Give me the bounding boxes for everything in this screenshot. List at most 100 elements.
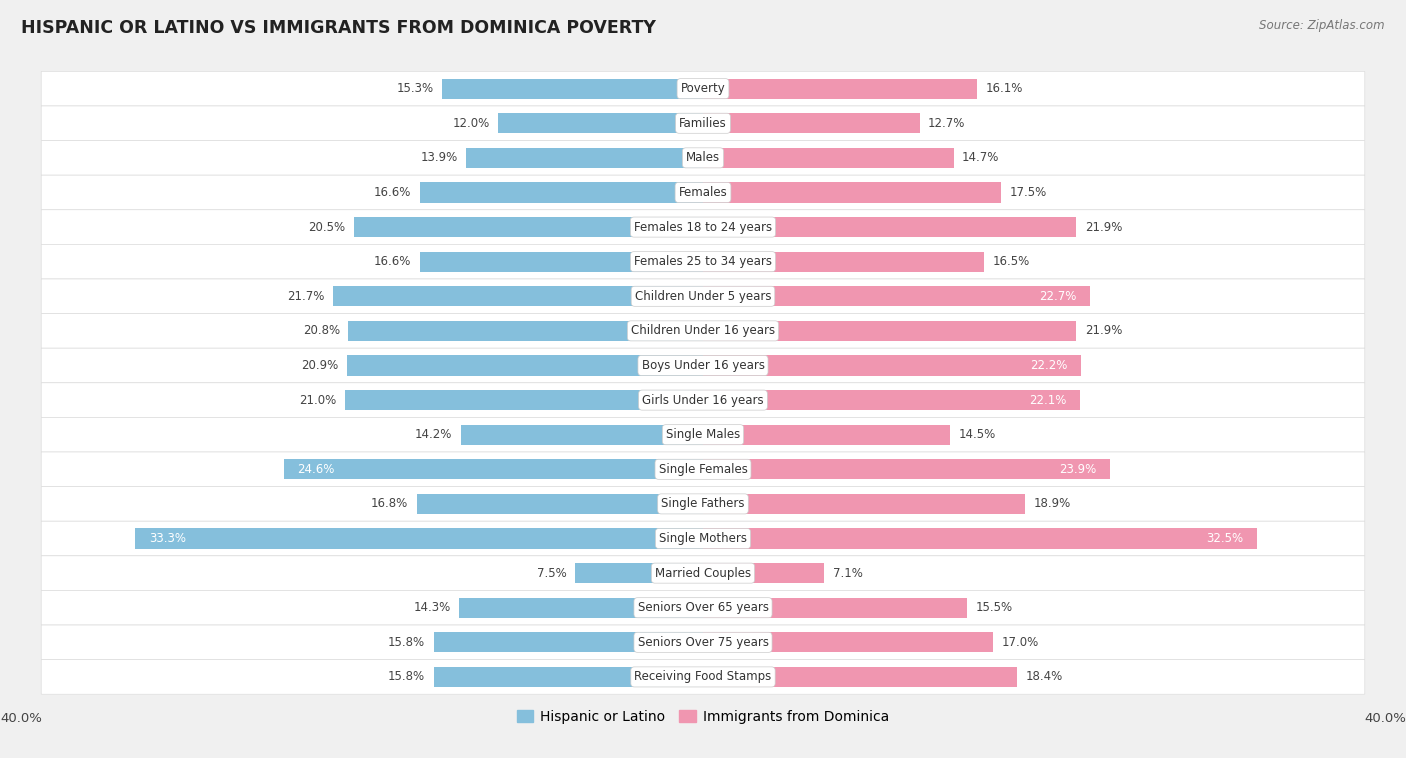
Bar bbox=[703, 459, 1111, 479]
Text: 20.8%: 20.8% bbox=[302, 324, 340, 337]
FancyBboxPatch shape bbox=[41, 210, 1365, 244]
Bar bbox=[333, 287, 703, 306]
Text: 16.5%: 16.5% bbox=[993, 255, 1031, 268]
Text: 14.2%: 14.2% bbox=[415, 428, 453, 441]
Text: 20.5%: 20.5% bbox=[308, 221, 344, 233]
FancyBboxPatch shape bbox=[41, 140, 1365, 175]
FancyBboxPatch shape bbox=[41, 452, 1365, 487]
Text: Source: ZipAtlas.com: Source: ZipAtlas.com bbox=[1260, 19, 1385, 32]
Bar bbox=[703, 321, 1077, 341]
Text: 16.8%: 16.8% bbox=[371, 497, 408, 510]
Text: 12.0%: 12.0% bbox=[453, 117, 489, 130]
Text: 16.6%: 16.6% bbox=[374, 255, 412, 268]
Bar bbox=[703, 148, 953, 168]
FancyBboxPatch shape bbox=[41, 348, 1365, 383]
Text: 15.5%: 15.5% bbox=[976, 601, 1012, 614]
FancyBboxPatch shape bbox=[41, 175, 1365, 210]
Text: Single Mothers: Single Mothers bbox=[659, 532, 747, 545]
Text: Seniors Over 65 years: Seniors Over 65 years bbox=[637, 601, 769, 614]
FancyBboxPatch shape bbox=[41, 314, 1365, 348]
FancyBboxPatch shape bbox=[41, 279, 1365, 314]
Bar bbox=[703, 79, 977, 99]
Text: Females 25 to 34 years: Females 25 to 34 years bbox=[634, 255, 772, 268]
Text: Males: Males bbox=[686, 152, 720, 164]
Bar bbox=[703, 494, 1025, 514]
Text: 7.1%: 7.1% bbox=[832, 567, 862, 580]
Bar bbox=[703, 287, 1090, 306]
FancyBboxPatch shape bbox=[41, 625, 1365, 659]
Bar bbox=[420, 252, 703, 271]
FancyBboxPatch shape bbox=[41, 659, 1365, 694]
FancyBboxPatch shape bbox=[41, 244, 1365, 279]
Text: 20.9%: 20.9% bbox=[301, 359, 339, 372]
Text: 17.0%: 17.0% bbox=[1001, 636, 1039, 649]
Bar bbox=[420, 183, 703, 202]
FancyBboxPatch shape bbox=[41, 487, 1365, 522]
Text: Single Males: Single Males bbox=[666, 428, 740, 441]
Text: Poverty: Poverty bbox=[681, 82, 725, 96]
Text: 21.0%: 21.0% bbox=[299, 393, 336, 406]
Bar bbox=[433, 632, 703, 653]
Text: Boys Under 16 years: Boys Under 16 years bbox=[641, 359, 765, 372]
FancyBboxPatch shape bbox=[41, 556, 1365, 590]
Text: 22.2%: 22.2% bbox=[1031, 359, 1067, 372]
FancyBboxPatch shape bbox=[41, 383, 1365, 418]
FancyBboxPatch shape bbox=[41, 106, 1365, 140]
Bar bbox=[703, 356, 1081, 375]
Text: Receiving Food Stamps: Receiving Food Stamps bbox=[634, 670, 772, 684]
Bar bbox=[461, 424, 703, 445]
Text: 14.7%: 14.7% bbox=[962, 152, 1000, 164]
Bar bbox=[347, 356, 703, 375]
Text: 21.9%: 21.9% bbox=[1085, 324, 1122, 337]
Bar bbox=[703, 597, 967, 618]
Bar bbox=[353, 217, 703, 237]
Text: 17.5%: 17.5% bbox=[1010, 186, 1047, 199]
FancyBboxPatch shape bbox=[41, 71, 1365, 106]
Text: 18.4%: 18.4% bbox=[1025, 670, 1063, 684]
Text: Children Under 16 years: Children Under 16 years bbox=[631, 324, 775, 337]
Bar bbox=[703, 113, 920, 133]
Bar bbox=[465, 148, 703, 168]
Text: 23.9%: 23.9% bbox=[1060, 463, 1097, 476]
Text: 24.6%: 24.6% bbox=[297, 463, 335, 476]
Text: Single Fathers: Single Fathers bbox=[661, 497, 745, 510]
Text: 15.8%: 15.8% bbox=[388, 670, 425, 684]
Text: 16.1%: 16.1% bbox=[986, 82, 1024, 96]
Text: HISPANIC OR LATINO VS IMMIGRANTS FROM DOMINICA POVERTY: HISPANIC OR LATINO VS IMMIGRANTS FROM DO… bbox=[21, 19, 657, 37]
Text: 14.5%: 14.5% bbox=[959, 428, 995, 441]
Text: 18.9%: 18.9% bbox=[1033, 497, 1071, 510]
Bar bbox=[703, 390, 1080, 410]
Text: 21.7%: 21.7% bbox=[287, 290, 325, 302]
Bar bbox=[441, 79, 703, 99]
Text: 14.3%: 14.3% bbox=[413, 601, 451, 614]
Text: 15.8%: 15.8% bbox=[388, 636, 425, 649]
Bar bbox=[135, 528, 703, 549]
Text: 22.7%: 22.7% bbox=[1039, 290, 1077, 302]
Bar bbox=[460, 597, 703, 618]
Text: Females 18 to 24 years: Females 18 to 24 years bbox=[634, 221, 772, 233]
FancyBboxPatch shape bbox=[41, 590, 1365, 625]
Bar bbox=[703, 632, 993, 653]
Bar bbox=[703, 667, 1017, 687]
Text: 12.7%: 12.7% bbox=[928, 117, 966, 130]
Text: Females: Females bbox=[679, 186, 727, 199]
Legend: Hispanic or Latino, Immigrants from Dominica: Hispanic or Latino, Immigrants from Domi… bbox=[512, 704, 894, 729]
Text: 33.3%: 33.3% bbox=[149, 532, 186, 545]
Bar bbox=[416, 494, 703, 514]
Text: Children Under 5 years: Children Under 5 years bbox=[634, 290, 772, 302]
Bar bbox=[703, 528, 1257, 549]
Text: 21.9%: 21.9% bbox=[1085, 221, 1122, 233]
FancyBboxPatch shape bbox=[41, 418, 1365, 452]
Text: 32.5%: 32.5% bbox=[1206, 532, 1243, 545]
Text: Single Females: Single Females bbox=[658, 463, 748, 476]
Bar bbox=[703, 217, 1077, 237]
Bar bbox=[349, 321, 703, 341]
Bar bbox=[703, 563, 824, 583]
Text: 13.9%: 13.9% bbox=[420, 152, 457, 164]
Bar bbox=[703, 252, 984, 271]
Bar bbox=[703, 183, 1001, 202]
Bar bbox=[499, 113, 703, 133]
Text: 15.3%: 15.3% bbox=[396, 82, 433, 96]
FancyBboxPatch shape bbox=[41, 522, 1365, 556]
Text: Seniors Over 75 years: Seniors Over 75 years bbox=[637, 636, 769, 649]
